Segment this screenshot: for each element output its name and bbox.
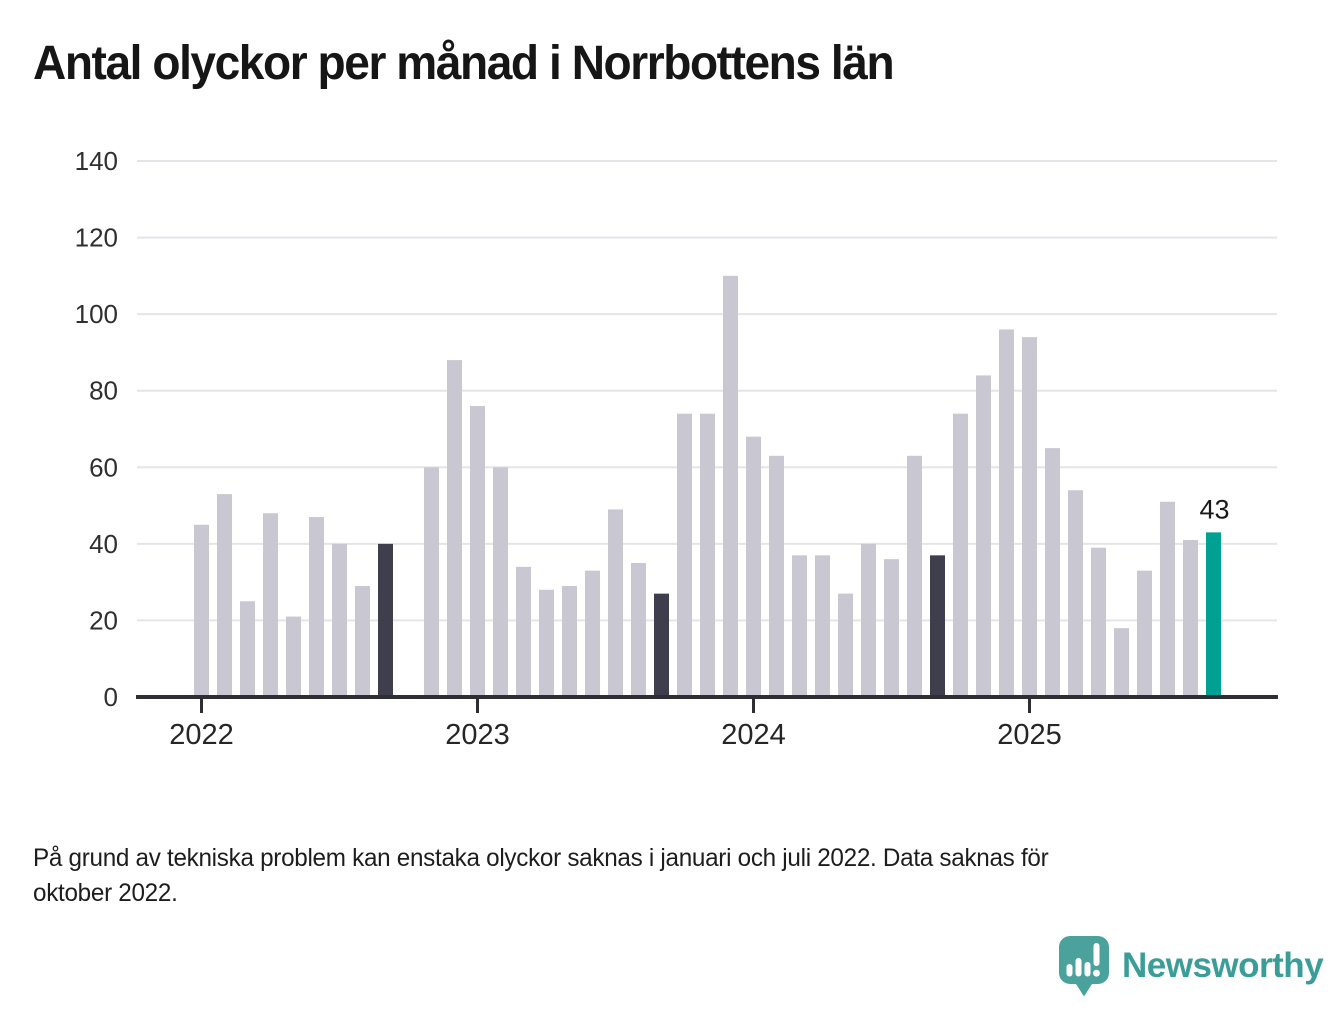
bar-2023-12 bbox=[723, 275, 738, 698]
bar-2025-01 bbox=[1022, 337, 1037, 698]
bar-2024-08 bbox=[907, 455, 922, 698]
x-axis-label-2023: 2023 bbox=[445, 719, 510, 751]
bar-2022-04 bbox=[263, 513, 278, 698]
bar-2022-12 bbox=[447, 360, 462, 698]
bar-2022-11 bbox=[424, 467, 439, 698]
newsworthy-wordmark: Newsworthy bbox=[1122, 946, 1324, 985]
bar-2023-09 bbox=[654, 593, 669, 698]
bar-2023-11 bbox=[700, 413, 715, 698]
y-axis-label-20: 20 bbox=[89, 605, 118, 635]
y-axis-label-140: 140 bbox=[75, 146, 118, 176]
bar-2024-04 bbox=[815, 555, 830, 698]
bar-2023-07 bbox=[608, 509, 623, 698]
x-axis-label-2025: 2025 bbox=[997, 719, 1062, 751]
bar-2025-07 bbox=[1160, 501, 1175, 698]
bar-2025-09 bbox=[1206, 532, 1221, 698]
bar-value-annotation: 43 bbox=[1199, 494, 1229, 524]
bar-2022-09 bbox=[378, 543, 393, 698]
bar-2023-02 bbox=[493, 467, 508, 698]
bar-2025-08 bbox=[1183, 540, 1198, 698]
bar-2023-03 bbox=[516, 566, 531, 698]
bar-2022-07 bbox=[332, 543, 347, 698]
bar-2024-10 bbox=[953, 413, 968, 698]
bar-2024-06 bbox=[861, 543, 876, 698]
y-axis-label-120: 120 bbox=[75, 223, 118, 253]
y-axis-label-80: 80 bbox=[89, 376, 118, 406]
x-axis-label-2024: 2024 bbox=[721, 719, 786, 751]
y-axis-label-60: 60 bbox=[89, 452, 118, 482]
y-axis-label-0: 0 bbox=[104, 682, 118, 712]
bar-2022-08 bbox=[355, 585, 370, 698]
bar-2023-08 bbox=[631, 563, 646, 698]
bar-2022-03 bbox=[240, 601, 255, 698]
bar-2024-07 bbox=[884, 559, 899, 698]
bar-2023-10 bbox=[677, 413, 692, 698]
bar-2022-02 bbox=[217, 494, 232, 698]
bar-2024-11 bbox=[976, 375, 991, 698]
bar-2025-02 bbox=[1045, 448, 1060, 698]
chart-footnote: På grund av tekniska problem kan enstaka… bbox=[33, 844, 1049, 907]
bar-2024-12 bbox=[999, 329, 1014, 698]
x-axis-label-2022: 2022 bbox=[169, 719, 234, 751]
bar-2024-01 bbox=[746, 436, 761, 698]
bar-2024-09 bbox=[930, 555, 945, 698]
bar-2023-01 bbox=[470, 406, 485, 698]
bar-2022-06 bbox=[309, 517, 324, 698]
bar-2024-03 bbox=[792, 555, 807, 698]
bar-2025-06 bbox=[1137, 570, 1152, 698]
bar-2022-05 bbox=[286, 616, 301, 698]
bar-2025-05 bbox=[1114, 628, 1129, 698]
bar-2023-04 bbox=[539, 589, 554, 698]
brand-lockup: Newsworthy bbox=[1056, 933, 1324, 999]
bar-2023-05 bbox=[562, 585, 577, 698]
bar-2025-04 bbox=[1091, 547, 1106, 698]
bar-2024-05 bbox=[838, 593, 853, 698]
bar-2022-01 bbox=[194, 524, 209, 698]
y-axis-label-40: 40 bbox=[89, 529, 118, 559]
bar-2025-03 bbox=[1068, 490, 1083, 698]
bar-2024-02 bbox=[769, 455, 784, 698]
y-axis-label-100: 100 bbox=[75, 299, 118, 329]
chart-title: Antal olyckor per månad i Norrbottens lä… bbox=[33, 37, 895, 90]
newsworthy-logo-icon bbox=[1059, 936, 1109, 997]
bar-2023-06 bbox=[585, 570, 600, 698]
